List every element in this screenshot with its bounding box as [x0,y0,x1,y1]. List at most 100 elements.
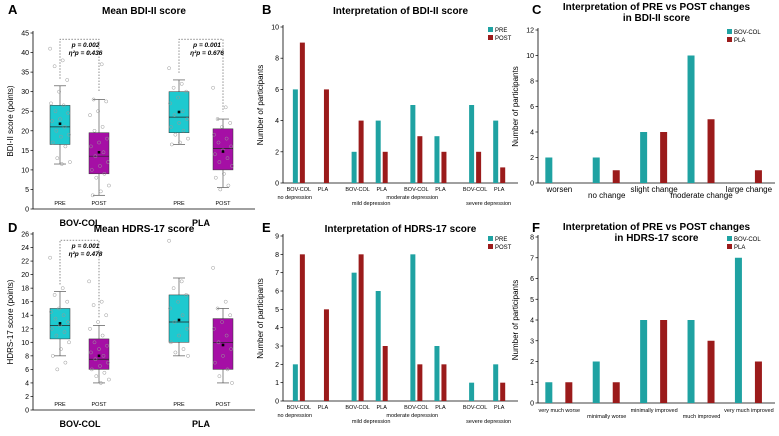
data-point [52,293,57,297]
y-axis-label: Number of participants [511,66,520,146]
data-point [213,175,218,180]
data-point [96,320,100,324]
y-tick-label: 2 [275,362,279,369]
data-point [180,109,185,114]
bar-group-label: PLA [435,405,446,411]
data-point [107,377,111,382]
data-point [178,140,182,145]
data-point [66,320,70,324]
p-value: p = 0.002 [71,42,100,49]
data-point [186,353,190,358]
data-point [93,357,98,362]
bar-pla [707,340,715,403]
mean-marker [58,322,62,325]
bar-post [323,309,329,401]
y-axis-label: HDRS-17 score (points) [6,279,15,364]
data-point [168,101,172,106]
y-tick-label: 7 [530,255,534,262]
y-tick-label: 0 [275,181,279,188]
y-axis-label: Number of participants [256,278,265,358]
bar-pre [434,136,440,183]
box-pre: PRE [167,66,190,207]
bar-pla [660,320,668,403]
data-point [220,320,224,324]
data-point [171,85,176,90]
data-point [173,350,178,355]
y-tick-label: 5 [275,307,279,314]
y-tick-label: 3 [530,338,534,345]
data-point [177,121,181,125]
data-point [106,160,110,164]
data-point [63,144,68,149]
data-point [98,189,103,194]
category-large-change: large change [726,170,773,194]
y-tick-label: 5 [530,297,534,304]
data-point [186,136,190,141]
box-label: POST [92,201,108,207]
data-point [65,299,70,304]
bar-group-label: BOV-COL [345,405,369,411]
data-point [215,306,220,311]
legend-swatch [488,236,493,241]
data-point [176,95,180,100]
data-point [89,350,93,355]
y-axis-label: Number of participants [511,280,520,360]
category-severe-depression: BOV-COL PLA severe depression [463,364,511,425]
data-point [177,333,181,338]
data-point [52,64,57,69]
legend-label: PRE [495,28,507,34]
data-point [173,132,178,137]
category-label: moderate depression [386,195,438,201]
category-moderate-depression: BOV-COL PLA moderate depression [386,254,447,419]
panel-a: 0 5 10 15 20 25 30 35 40 45 BDI-II score (points) A… [6,2,255,228]
category-label: large change [726,185,773,194]
data-point [54,333,59,338]
data-point [94,374,99,379]
panel-e: 0 1 2 3 4 5 6 7 8 9 Number of participants E Interpr… [256,220,518,425]
data-point [213,152,217,157]
bar-post [441,151,447,183]
y-tick-label: 22 [21,259,29,266]
data-point [224,333,229,338]
data-point [99,62,104,67]
bar-pre [292,364,298,401]
panel-f: 0 1 2 3 4 5 6 7 8 Number of participants F Interpre… [511,220,775,420]
panel-c: 0 2 4 6 8 10 12 Number of participants C Interpre… [511,2,775,200]
data-point [179,81,184,86]
data-point [66,111,70,116]
y-tick-label: 40 [21,50,29,57]
bar-bov-col [734,257,742,403]
bar-post [382,151,388,183]
y-tick-label: 3 [275,344,279,351]
box-post: POST [87,50,111,207]
data-point [59,347,63,351]
y-tick-label: 6 [530,104,534,111]
data-point [105,343,109,348]
bar-post [299,42,305,183]
data-point [63,360,68,365]
y-axis-label: BDI-II score (points) [6,85,15,156]
data-point [185,117,189,121]
category-label: slight change [631,185,679,194]
category-label: no depression [277,413,312,419]
data-point [211,85,215,90]
box-label: POST [92,402,108,408]
data-point [102,370,107,375]
data-point [104,313,109,318]
data-point [106,360,110,365]
category-label: minimally improved [631,408,678,414]
y-tick-label: 8 [275,56,279,63]
bar-post [500,382,506,401]
legend-swatch [488,27,493,32]
data-point [223,299,228,304]
data-point [100,333,105,338]
mean-marker [221,343,225,347]
category-mild-depression: BOV-COL PLA mild depression [345,120,390,207]
y-tick-label: 20 [21,128,29,135]
group-pla: PRE POST PLA [167,238,234,429]
y-tick-label: 10 [526,53,534,60]
data-point [55,156,60,161]
data-point [168,306,172,311]
bar-pre [410,105,416,183]
y-tick-label: 35 [21,70,29,77]
